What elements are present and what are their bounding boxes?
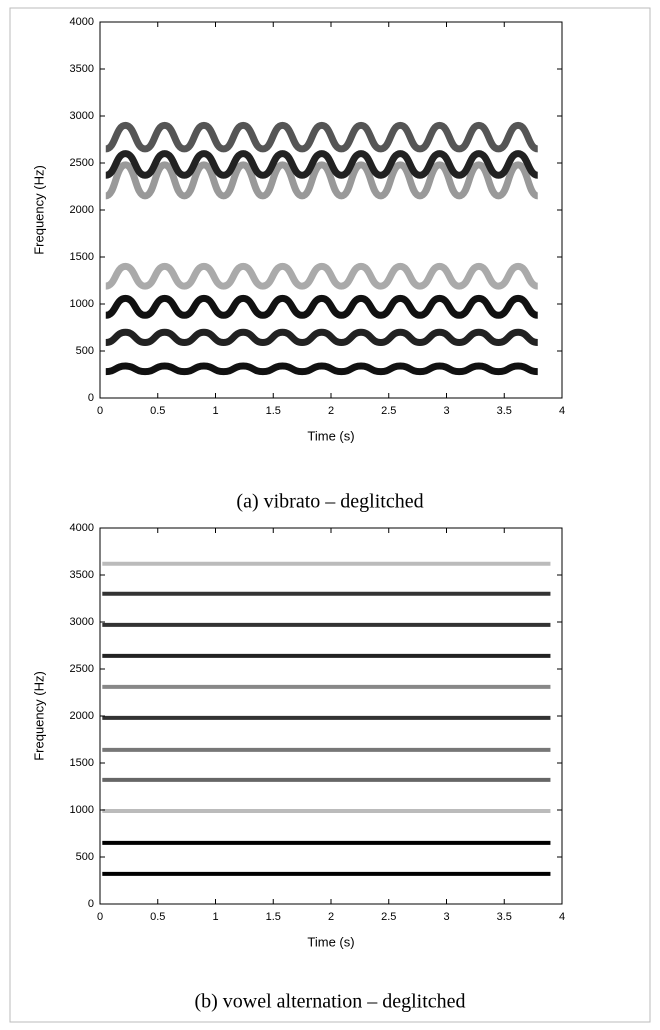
y-tick-label: 2500: [70, 663, 94, 675]
x-tick-label: 4: [559, 911, 565, 923]
y-tick-label: 1500: [70, 251, 94, 263]
y-tick-label: 0: [88, 898, 94, 910]
x-tick-label: 3: [443, 405, 449, 417]
harmonic-track: [105, 328, 539, 347]
figure-frame: [9, 7, 651, 1023]
x-tick-label: 3: [443, 911, 449, 923]
x-tick-label: 1: [212, 911, 218, 923]
caption: (a) vibrato – deglitched: [236, 491, 423, 513]
y-tick-label: 3500: [70, 569, 94, 581]
x-tick-label: 0: [97, 405, 103, 417]
y-axis-title: Frequency (Hz): [31, 165, 46, 255]
y-tick-label: 1000: [70, 804, 94, 816]
y-tick-label: 500: [76, 345, 94, 357]
y-tick-label: 1000: [70, 298, 94, 310]
y-tick-label: 2000: [70, 204, 94, 216]
x-axis-title: Time (s): [307, 934, 354, 949]
y-tick-label: 0: [88, 392, 94, 404]
y-tick-label: 2500: [70, 157, 94, 169]
y-tick-label: 4000: [70, 522, 94, 534]
harmonic-track: [104, 161, 540, 200]
y-tick-label: 3000: [70, 110, 94, 122]
y-tick-label: 3500: [70, 63, 94, 75]
x-tick-label: 2.5: [381, 405, 396, 417]
x-axis-title: Time (s): [307, 428, 354, 443]
x-tick-label: 1.5: [266, 405, 281, 417]
x-tick-label: 1.5: [266, 911, 281, 923]
harmonic-track: [104, 262, 539, 290]
harmonic-track: [105, 362, 538, 376]
harmonic-track: [104, 150, 539, 179]
y-tick-label: 4000: [70, 16, 94, 28]
x-tick-label: 1: [212, 405, 218, 417]
y-tick-label: 2000: [70, 710, 94, 722]
x-tick-label: 0: [97, 911, 103, 923]
x-tick-label: 2.5: [381, 911, 396, 923]
x-tick-label: 3.5: [497, 911, 512, 923]
y-tick-label: 500: [76, 851, 94, 863]
y-tick-label: 3000: [70, 616, 94, 628]
caption: (b) vowel alternation – deglitched: [194, 991, 465, 1013]
x-tick-label: 4: [559, 405, 565, 417]
y-tick-label: 1500: [70, 757, 94, 769]
x-tick-label: 2: [328, 405, 334, 417]
x-tick-label: 2: [328, 911, 334, 923]
y-axis-title: Frequency (Hz): [31, 671, 46, 761]
harmonic-track: [104, 121, 539, 153]
x-tick-label: 3.5: [497, 405, 512, 417]
harmonic-track: [105, 294, 539, 319]
x-tick-label: 0.5: [150, 911, 165, 923]
x-tick-label: 0.5: [150, 405, 165, 417]
